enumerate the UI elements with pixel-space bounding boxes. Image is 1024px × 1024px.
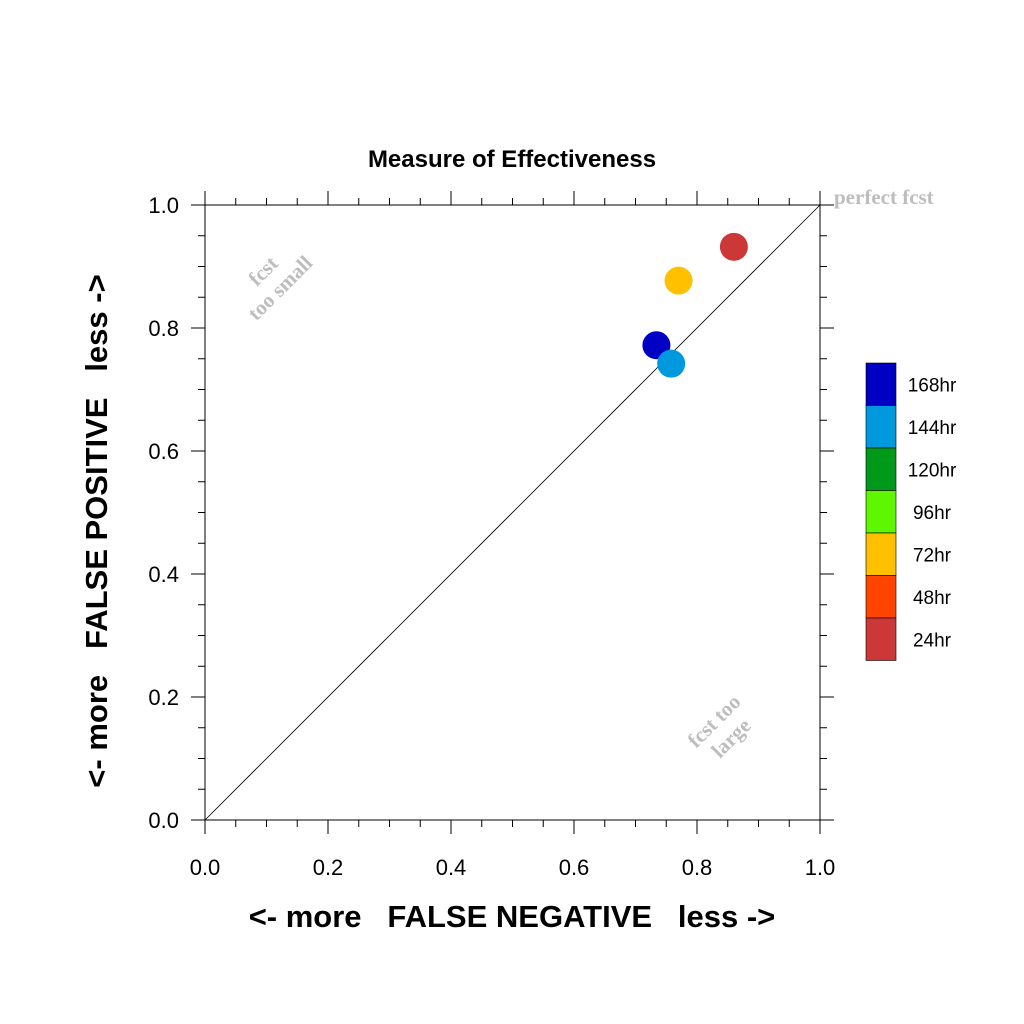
legend-swatch-168hr [865,362,897,406]
legend-label-120hr: 120hr [908,460,957,481]
y-tick-label: 0.2 [148,685,179,710]
x-tick-label: 0.6 [559,855,590,880]
x-tick-label: 0.4 [436,855,467,880]
legend-label-24hr: 24hr [913,630,952,651]
x-tick-label: 0.2 [313,855,344,880]
legend-swatch-144hr [865,405,897,449]
axis-ticks: 0.0 0.2 0.4 0.6 0.8 1.0 0.0 0.2 0.4 0.6 0.8 1.0 [148,191,835,880]
y-axis-title: <- more FALSE POSITIVE less -> [79,274,114,787]
y-tick-label: 0.0 [148,808,179,833]
legend: 168hr 144hr 120hr 96hr 72hr 48hr 24hr [865,362,957,661]
legend-swatch-72hr [865,532,897,576]
chart-title: Measure of Effectiveness [368,146,656,173]
legend-label-144hr: 144hr [908,418,957,439]
too-small-annotation: fcst too small [243,251,317,325]
perfect-forecast-line [204,204,821,821]
legend-swatch-24hr [865,617,897,661]
x-axis-title: <- more FALSE NEGATIVE less -> [249,899,776,934]
y-tick-label: 0.4 [148,562,179,587]
legend-label-72hr: 72hr [913,545,952,566]
point-144hr [657,349,686,378]
legend-swatch-48hr [865,575,897,619]
legend-label-48hr: 48hr [913,588,952,609]
legend-swatch-120hr [865,447,897,491]
point-24hr [719,232,748,261]
legend-label-168hr: 168hr [908,375,957,396]
perfect-fcst-annotation: perfect fcst [834,185,934,209]
point-72hr [664,266,693,295]
too-large-annotation: fcst too large [683,690,756,763]
y-tick-label: 0.6 [148,439,179,464]
x-tick-label: 0.0 [190,855,221,880]
legend-label-96hr: 96hr [913,503,952,524]
data-points [642,232,748,378]
y-tick-label: 0.8 [148,316,179,341]
x-tick-label: 0.8 [682,855,713,880]
x-tick-label: 1.0 [805,855,836,880]
legend-swatch-96hr [865,490,897,534]
y-tick-label: 1.0 [148,193,179,218]
